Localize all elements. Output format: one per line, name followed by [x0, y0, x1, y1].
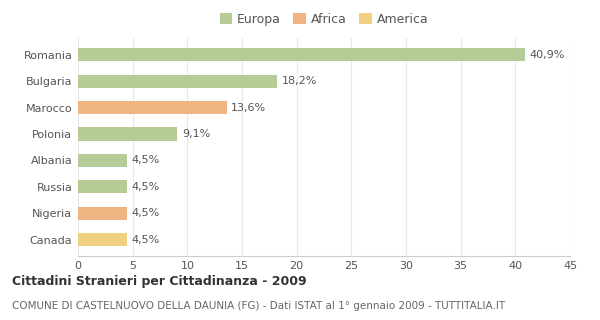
Bar: [78, 75, 277, 88]
Bar: [78, 206, 127, 220]
Bar: [78, 101, 227, 114]
Text: 9,1%: 9,1%: [182, 129, 210, 139]
Text: COMUNE DI CASTELNUOVO DELLA DAUNIA (FG) - Dati ISTAT al 1° gennaio 2009 - TUTTIT: COMUNE DI CASTELNUOVO DELLA DAUNIA (FG) …: [12, 301, 505, 311]
Bar: [78, 48, 525, 61]
Bar: [78, 180, 127, 193]
Text: 13,6%: 13,6%: [231, 103, 266, 113]
Bar: [78, 154, 127, 167]
Text: 4,5%: 4,5%: [131, 156, 160, 165]
Text: 4,5%: 4,5%: [131, 208, 160, 218]
Text: 18,2%: 18,2%: [281, 76, 317, 86]
Bar: [78, 233, 127, 246]
Bar: [78, 127, 178, 140]
Text: 4,5%: 4,5%: [131, 235, 160, 244]
Text: 40,9%: 40,9%: [530, 50, 565, 60]
Text: Cittadini Stranieri per Cittadinanza - 2009: Cittadini Stranieri per Cittadinanza - 2…: [12, 275, 307, 288]
Legend: Europa, Africa, America: Europa, Africa, America: [215, 8, 433, 31]
Text: 4,5%: 4,5%: [131, 182, 160, 192]
